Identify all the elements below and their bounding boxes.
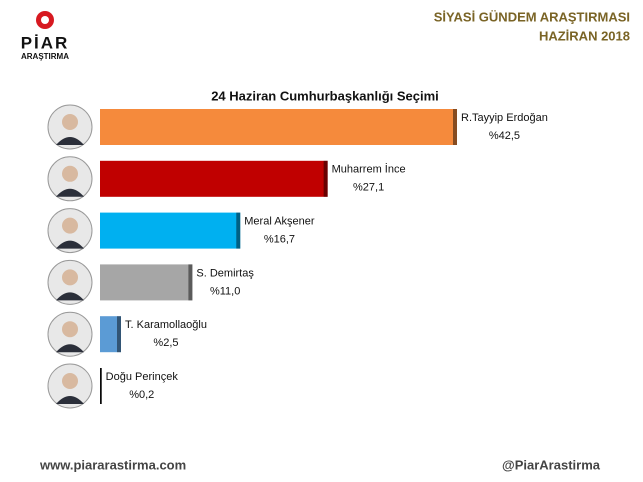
bar xyxy=(100,109,457,145)
value-label: %42,5 xyxy=(489,130,520,142)
avatar-body xyxy=(56,396,84,404)
brand-sub: ARAŞTIRMA xyxy=(21,52,69,61)
avatar-head xyxy=(62,321,78,338)
bar xyxy=(100,264,193,301)
value-label: %0,2 xyxy=(129,389,154,401)
logo-mark-inner xyxy=(41,16,49,24)
category-label: Doğu Perinçek xyxy=(106,371,179,383)
avatar-head xyxy=(62,165,78,182)
category-label: Meral Akşener xyxy=(244,216,315,228)
avatar-body xyxy=(56,188,84,197)
avatar-head xyxy=(62,217,78,234)
footer-handle: @PiarArastirma xyxy=(502,457,601,472)
avatar-head xyxy=(62,373,78,389)
avatar-body xyxy=(56,137,84,145)
header-line: SİYASİ GÜNDEM ARAŞTIRMASI xyxy=(434,9,630,24)
value-label: %2,5 xyxy=(153,337,178,349)
category-label: T. Karamollaoğlu xyxy=(125,319,207,331)
bar xyxy=(100,368,102,404)
value-label: %16,7 xyxy=(264,234,295,246)
bar-cap xyxy=(100,368,102,404)
footer-website: www.piararastirma.com xyxy=(39,457,186,472)
bar-cap xyxy=(236,212,241,249)
bar-cap xyxy=(323,160,328,197)
category-label: Muharrem İnce xyxy=(332,163,406,176)
bar xyxy=(100,316,121,353)
bar xyxy=(100,160,328,197)
avatar-body xyxy=(56,240,84,249)
bar-cap xyxy=(453,109,457,145)
brand-name: PİAR xyxy=(21,33,70,52)
bar xyxy=(100,212,241,249)
chart-title: 24 Haziran Cumhurbaşkanlığı Seçimi xyxy=(211,88,439,103)
header-line: HAZİRAN 2018 xyxy=(539,28,630,43)
bar-cap xyxy=(117,316,121,353)
avatar-body xyxy=(56,292,84,301)
avatar-head xyxy=(62,269,78,286)
value-label: %11,0 xyxy=(210,285,240,297)
value-label: %27,1 xyxy=(353,182,384,194)
avatar-head xyxy=(62,114,78,130)
category-label: S. Demirtaş xyxy=(196,267,254,279)
avatar-body xyxy=(56,344,84,353)
bar-cap xyxy=(188,264,193,301)
category-label: R.Tayyip Erdoğan xyxy=(461,112,548,124)
